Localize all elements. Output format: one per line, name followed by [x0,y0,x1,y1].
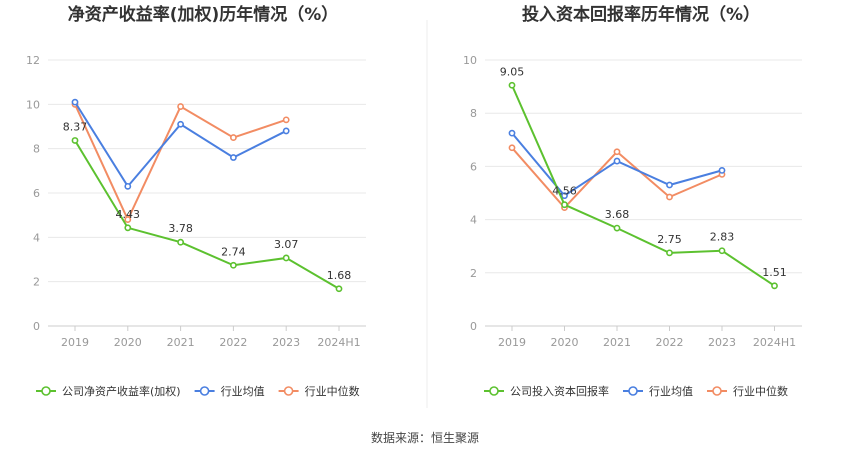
avg-data-point[interactable] [508,129,516,137]
x-tick-label: 2021 [603,336,631,349]
data-label: 1.68 [327,269,352,282]
legend-swatch-marker [199,386,210,396]
x-tick-label: 2024H1 [753,336,796,349]
median-data-point[interactable] [282,116,290,124]
company-series-line [74,139,340,290]
x-tick-label: 2019 [498,336,526,349]
median-data-point[interactable] [124,216,132,223]
y-tick-label: 4 [33,231,40,244]
median-data-point[interactable] [229,134,237,141]
legend-label: 公司净资产收益率(加权) [62,384,181,398]
y-tick-label: 2 [33,276,40,289]
y-tick-label: 6 [33,187,40,200]
y-tick-label: 6 [470,160,477,173]
x-tick-label: 2019 [61,336,89,349]
avg-data-point[interactable] [613,157,621,165]
data-source-label: 数据来源：恒生聚源 [371,430,479,445]
company-data-point[interactable] [561,201,568,209]
company-series-line [511,84,776,287]
data-label: 4.56 [552,185,577,198]
median-data-point[interactable] [508,144,516,152]
avg-data-point[interactable] [177,120,184,128]
legend-item-company[interactable]: 公司净资产收益率(加权) [36,384,181,398]
legend-item-median[interactable]: 行业中位数 [707,384,788,398]
company-data-point[interactable] [508,81,516,89]
y-tick-label: 0 [470,320,477,333]
legend-item-avg[interactable]: 行业均值 [623,385,693,398]
data-label: 4.43 [116,208,141,221]
y-tick-label: 10 [463,54,477,67]
avg-data-point[interactable] [561,192,568,200]
data-label: 3.07 [274,238,299,251]
data-label: 2.75 [657,233,682,246]
data-label: 2.83 [710,231,735,244]
x-tick-label: 2022 [656,336,684,349]
x-tick-label: 2020 [551,336,579,349]
data-label: 3.78 [168,222,193,235]
y-tick-label: 10 [26,98,40,111]
y-tick-label: 4 [470,214,477,227]
company-data-point[interactable] [71,137,79,144]
x-tick-label: 2023 [708,336,736,349]
data-label: 3.68 [605,208,630,221]
median-data-point[interactable] [666,193,673,201]
company-data-point[interactable] [666,249,673,257]
x-tick-label: 2023 [272,336,300,349]
avg-data-point[interactable] [666,181,673,189]
roic-chart: 投入资本回报率历年情况（%） 0 2 4 6 8 10 2019 2020 2021 2022 202… [463,4,802,398]
company-data-point[interactable] [335,285,343,293]
legend-label: 公司投入资本回报率 [510,384,609,398]
median-data-point[interactable] [613,148,621,156]
company-data-point[interactable] [718,247,726,255]
roe-chart: 净资产收益率(加权)历年情况（%） 0 2 4 6 8 10 12 2019 2020 2021 20… [26,4,366,398]
company-data-point[interactable] [229,261,237,269]
legend-item-company[interactable]: 公司投入资本回报率 [484,384,609,398]
chart-title: 净资产收益率(加权)历年情况（%） [68,4,339,25]
legend-swatch-marker [489,386,499,396]
legend-swatch-marker [628,386,638,396]
company-data-point[interactable] [124,224,132,232]
legend-swatch-marker [712,386,722,396]
avg-data-point[interactable] [71,98,79,106]
legend-label: 行业均值 [649,385,693,398]
chart-title: 投入资本回报率历年情况（%） [522,4,760,25]
x-tick-label: 2024H1 [317,336,360,349]
x-tick-label: 2020 [114,336,142,349]
data-label: 9.05 [500,65,525,78]
legend-label: 行业中位数 [305,384,360,398]
legend-label: 行业均值 [221,385,265,398]
data-label: 1.51 [762,266,787,279]
legend-item-median[interactable]: 行业中位数 [278,384,360,398]
median-data-point[interactable] [177,103,184,110]
x-tick-label: 2021 [167,336,195,349]
avg-data-point[interactable] [282,127,290,135]
y-tick-label: 8 [470,107,477,120]
y-tick-label: 8 [33,143,40,156]
x-tick-label: 2022 [219,336,247,349]
y-tick-label: 12 [26,54,40,67]
legend-label: 行业中位数 [733,384,788,398]
y-tick-label: 2 [470,267,477,280]
avg-data-point[interactable] [718,166,726,174]
data-label: 2.74 [221,245,246,258]
company-data-point[interactable] [177,238,184,246]
avg-data-point[interactable] [229,154,237,161]
avg-data-point[interactable] [124,182,132,190]
y-tick-label: 0 [33,320,40,333]
data-label: 8.37 [63,120,88,133]
legend-swatch-marker [41,386,51,396]
legend-item-avg[interactable]: 行业均值 [194,385,265,398]
company-data-point[interactable] [771,282,778,290]
legend-swatch-marker [283,386,294,396]
company-data-point[interactable] [613,224,621,232]
company-data-point[interactable] [282,254,290,262]
